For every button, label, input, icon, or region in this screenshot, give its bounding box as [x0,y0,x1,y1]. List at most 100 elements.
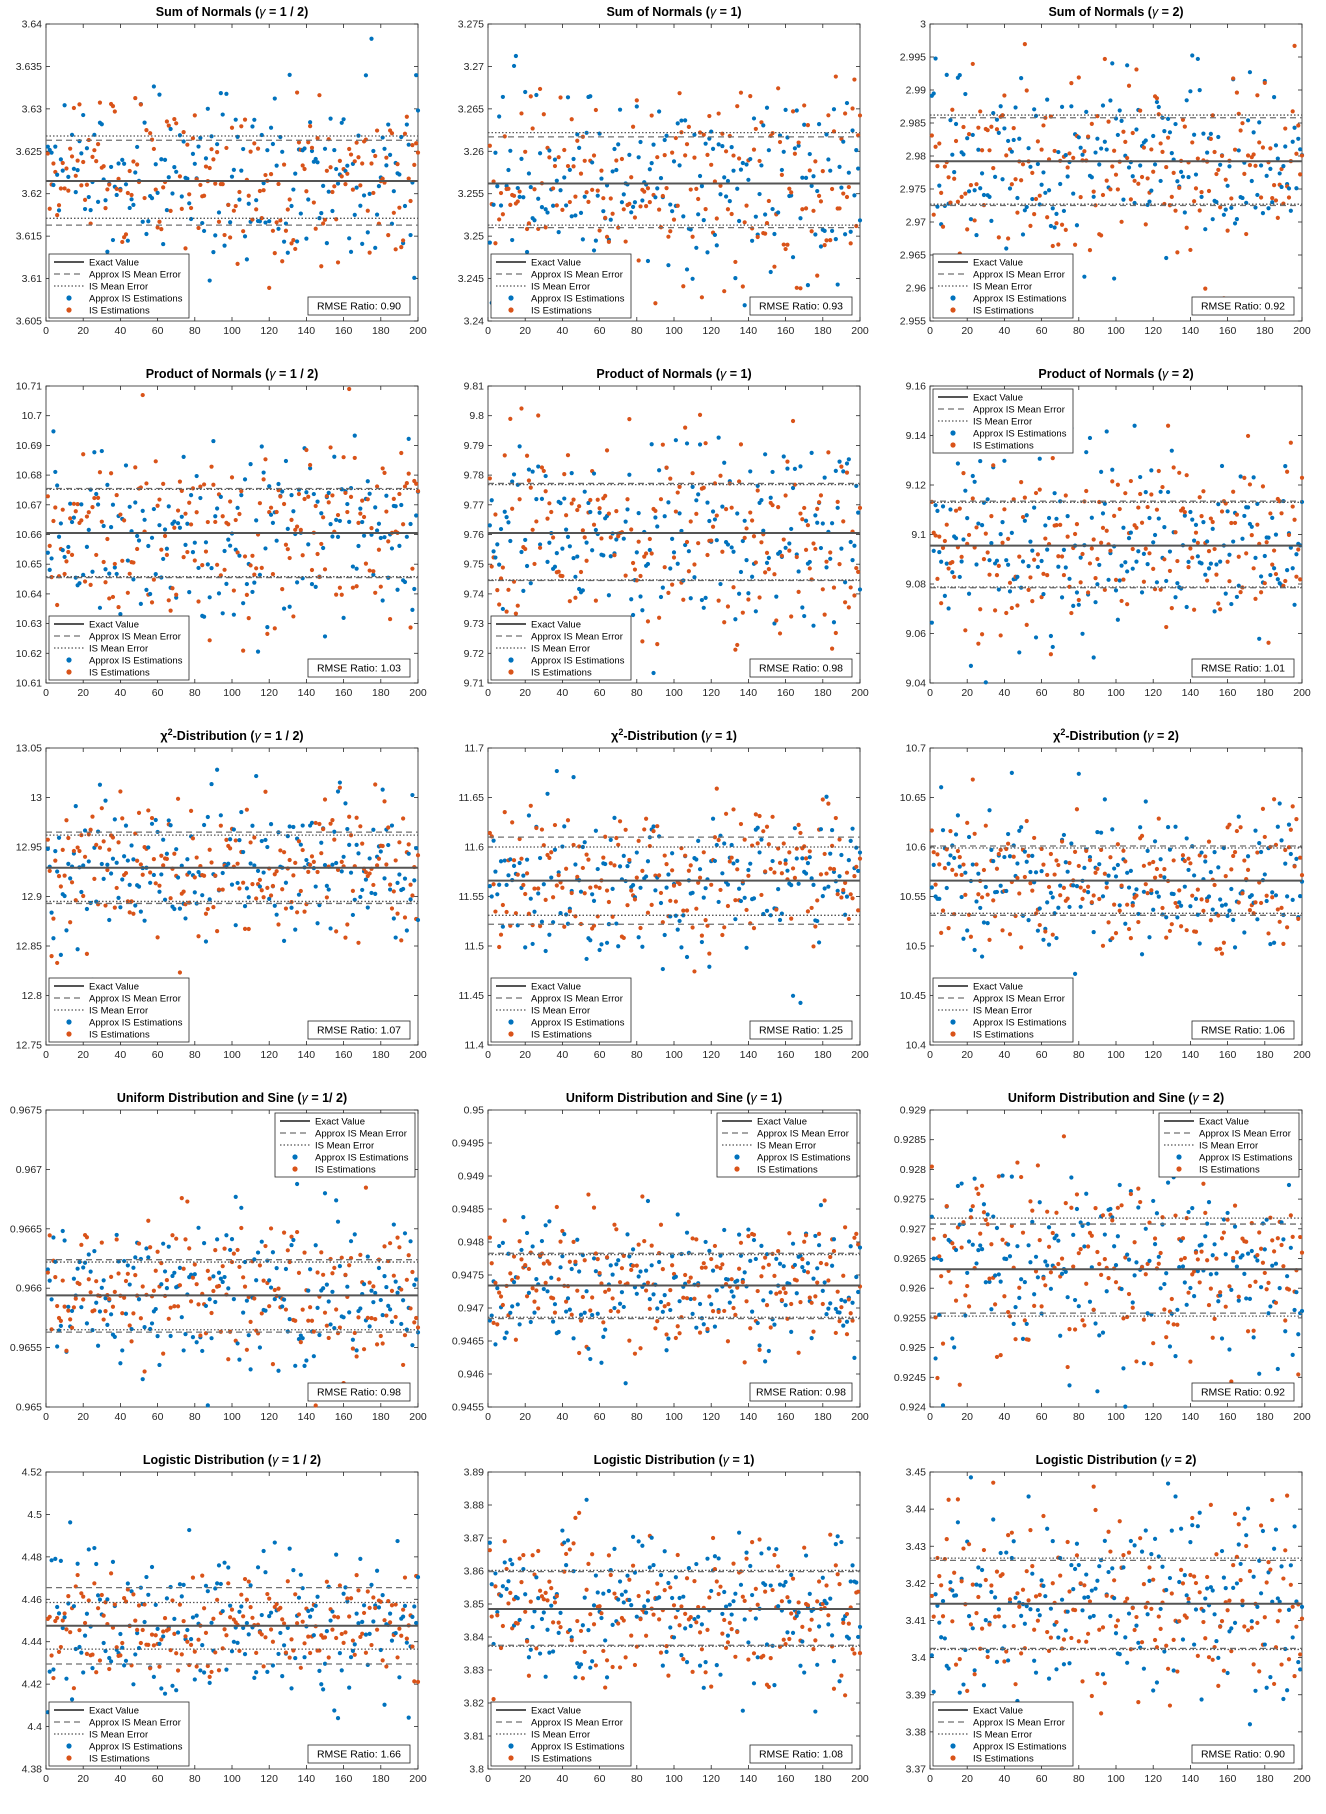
is-point [767,199,771,203]
is-point [249,1320,253,1324]
approx-is-point [558,501,562,505]
approx-is-point [1157,516,1161,520]
approx-is-point [961,937,965,941]
is-point [1032,558,1036,562]
approx-is-point [1186,868,1190,872]
approx-is-point [202,615,206,619]
is-point [1172,465,1176,469]
approx-is-point [243,477,247,481]
x-tick-label: 180 [814,325,832,337]
is-point [1235,513,1239,517]
is-point [224,838,228,842]
x-tick-label: 200 [1293,1049,1311,1061]
approx-is-point [260,839,264,843]
x-tick-label: 60 [594,1049,606,1061]
is-point [221,887,225,891]
is-point [141,873,145,877]
approx-is-point [289,493,293,497]
chart-title: Product of Normals (γ = 1 / 2) [146,367,319,381]
is-point [772,572,776,576]
is-point [226,203,230,207]
approx-is-point [66,1305,70,1309]
approx-is-point [146,1255,150,1259]
is-point [156,1250,160,1254]
is-point [560,886,564,890]
approx-is-point [1023,850,1027,854]
is-point [142,196,146,200]
approx-is-point [553,565,557,569]
is-point [1170,922,1174,926]
approx-is-point [637,511,641,515]
approx-is-point [849,230,853,234]
approx-is-point [269,822,273,826]
is-point [702,850,706,854]
is-point [1034,197,1038,201]
approx-is-point [646,562,650,566]
approx-is-point [1067,577,1071,581]
approx-is-point [1294,186,1298,190]
approx-is-point [726,179,730,183]
approx-is-point [752,116,756,120]
approx-is-point [1252,130,1256,134]
approx-is-point [1207,566,1211,570]
is-point [531,528,535,532]
is-point [691,925,695,929]
is-point [57,203,61,207]
approx-is-point [1047,516,1051,520]
x-tick-label: 160 [777,687,795,699]
is-point [800,517,804,521]
is-point [148,870,152,874]
approx-is-point [1138,475,1142,479]
approx-is-point [523,538,527,542]
approx-is-point [239,1206,243,1210]
approx-is-point [89,1270,93,1274]
approx-is-point [852,193,856,197]
approx-is-point [1226,184,1230,188]
is-point [536,1306,540,1310]
is-point [94,1279,98,1283]
approx-is-point [87,195,91,199]
approx-is-point [1229,206,1233,210]
approx-is-point [1291,898,1295,902]
approx-is-point [1140,590,1144,594]
is-point [353,456,357,460]
is-point [355,584,359,588]
is-point [185,1199,189,1203]
is-point [356,941,360,945]
approx-is-point [971,133,975,137]
approx-is-point [759,837,763,841]
approx-is-point [676,562,680,566]
approx-is-point [592,248,596,252]
is-point [841,191,845,195]
is-point [532,1300,536,1304]
approx-is-point [176,521,180,525]
approx-is-point [756,826,760,830]
approx-is-point [508,857,512,861]
approx-is-point [1265,174,1269,178]
is-point [1181,506,1185,510]
approx-is-point [191,1335,195,1339]
is-point [935,852,939,856]
is-point [85,183,89,187]
approx-is-point [241,601,245,605]
approx-is-point [819,827,823,831]
y-tick-label: 9.71 [464,678,485,690]
is-point [340,860,344,864]
is-point [1255,523,1259,527]
approx-is-point [670,209,674,213]
is-point [340,174,344,178]
is-point [174,121,178,125]
y-tick-label: 10.62 [16,648,42,660]
approx-is-point [1146,849,1150,853]
approx-is-point [382,876,386,880]
approx-is-point [381,598,385,602]
is-point [821,797,825,801]
approx-is-point [800,176,804,180]
approx-is-point [1226,914,1230,918]
is-point [198,183,202,187]
approx-is-point [1129,869,1133,873]
is-point [408,1306,412,1310]
approx-is-point [746,591,750,595]
